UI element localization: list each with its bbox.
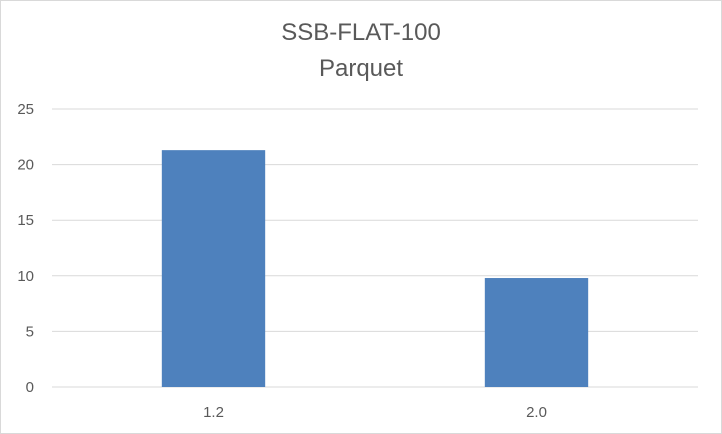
- x-axis-tick-labels: 1.2 2.0: [203, 404, 547, 421]
- y-tick-label: 0: [26, 379, 34, 396]
- y-tick-label: 20: [17, 157, 34, 174]
- bar-1.2: [161, 150, 266, 387]
- chart-subtitle: Parquet: [318, 55, 404, 82]
- x-tick-label: 2.0: [526, 404, 547, 421]
- bars: [161, 150, 589, 387]
- y-tick-label: 5: [26, 323, 34, 340]
- bar-2.0: [484, 278, 589, 387]
- y-tick-label: 10: [17, 268, 34, 285]
- y-tick-label: 25: [17, 101, 34, 118]
- y-tick-label: 15: [17, 212, 34, 229]
- chart-title: SSB-FLAT-100: [281, 19, 441, 46]
- gridlines: [52, 108, 698, 388]
- x-tick-label: 1.2: [203, 404, 224, 421]
- y-axis-tick-labels: 0 5 10 15 20 25: [17, 101, 34, 396]
